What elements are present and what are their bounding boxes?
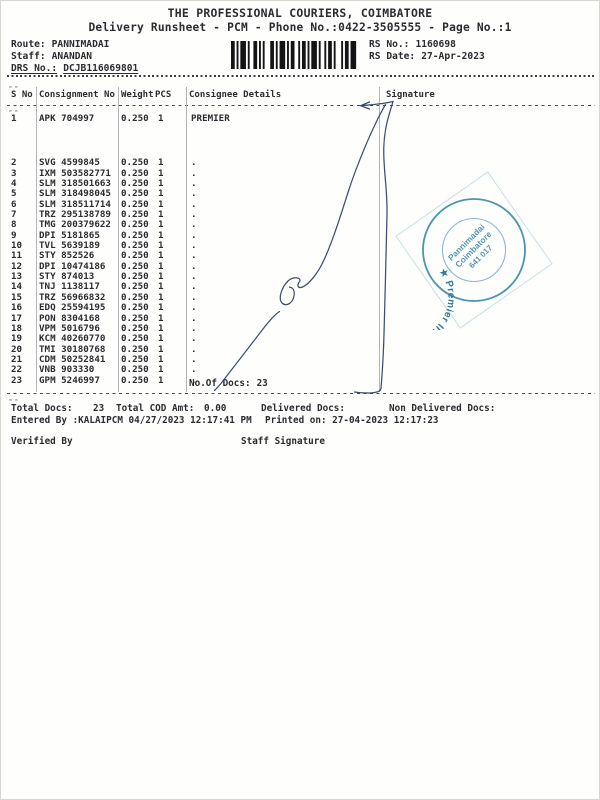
scan-artifact: -- (8, 82, 20, 91)
col-header-sno: S No (11, 90, 33, 100)
rs-no-value: 1160698 (415, 39, 456, 50)
route-value: PANNIMADAI (51, 39, 110, 50)
drs-value: DCJB116069801 (63, 63, 139, 74)
company-stamp: ★ Premier Irrigation Adritec P Ltd. Pann… (394, 171, 553, 330)
col-header-consignee: Consignee Details (189, 90, 282, 100)
stamp-inner-ring (441, 217, 507, 283)
company-title: THE PROFESSIONAL COURIERS, COIMBATORE (167, 6, 433, 20)
total-docs-value: 23 (93, 403, 105, 414)
table-row: 4 SLM 318501663 0.250 1. (11, 178, 197, 190)
table-row: 7 TRZ 295138789 0.250 1. (11, 209, 197, 221)
scan-artifact: -- (8, 106, 20, 115)
table-row: 18 VPM 5016796 0.250 1. (11, 322, 197, 334)
table-row: 15 TRZ 56966832 0.250 1. (11, 291, 197, 303)
delivered-docs-label: Delivered Docs: (261, 403, 345, 414)
total-cod-label: Total COD Amt: (116, 403, 195, 414)
table-row: 16 EDQ 25594195 0.250 1. (11, 302, 197, 314)
entered-by-line: Entered By :KALAIPCM 04/27/2023 12:17:41… (11, 415, 252, 426)
non-delivered-docs-label: Non Delivered Docs: (389, 403, 496, 414)
staff-value: ANANDAN (51, 51, 93, 62)
table-header-separator (7, 104, 595, 106)
staff-signature-label: Staff Signature (241, 436, 325, 447)
staff-label: Staff: (11, 51, 46, 62)
table-row: 22 VNB 903330 0.250 1. (11, 364, 197, 376)
table-row: 19 KCM 40260770 0.250 1. (11, 333, 197, 345)
drs-line: DRS No.: DCJB116069801 (11, 63, 138, 74)
no-of-docs-label: No.Of Docs: (189, 378, 251, 389)
col-header-weight: Weight (121, 90, 154, 100)
table-row: 12 DPI 10474186 0.250 1. (11, 260, 197, 272)
table-row: 3 IXM 503582771 0.250 1. (11, 167, 197, 179)
drs-label: DRS No.: (11, 63, 58, 74)
route-line: Route: PANNIMADAI (11, 39, 109, 50)
table-rows: 1 APK 704997 0.250 1 PREMIER 2 SVG 4599845 0.25… (1, 113, 599, 386)
column-divider (35, 87, 37, 392)
table-row: 5 SLM 318498045 0.250 1. (11, 188, 197, 200)
column-divider (117, 87, 119, 392)
table-row: 17 PON 8304168 0.250 1. (11, 312, 197, 324)
stamp-ring-text: ★ Premier Irrigation Adritec P Ltd. (394, 266, 456, 330)
table-row: 23 GPM 5246997 0.250 1. (11, 374, 197, 386)
stamp-outer-ring (422, 198, 526, 302)
barcode (231, 41, 357, 69)
no-of-docs-value: 23 (256, 378, 268, 389)
rs-date-label: RS Date: (369, 51, 416, 62)
table-bottom-separator (7, 393, 595, 395)
col-header-consignment: Consignment No (39, 90, 115, 100)
document-subtitle: Delivery Runsheet - PCM - Phone No.:0422… (88, 21, 512, 34)
table-row: 9 DPI 5181865 0.250 1. (11, 229, 197, 241)
route-label: Route: (11, 39, 46, 50)
col-header-pcs: PCS (155, 90, 172, 100)
table-row: 14 TNJ 1138117 0.250 1. (11, 281, 197, 293)
table-row: 8 TMG 200379622 0.250 1. (11, 219, 197, 231)
table-row: 2 SVG 4599845 0.250 1. (11, 157, 197, 169)
header-separator-dotted (7, 75, 595, 77)
col-header-signature: Signature (386, 90, 435, 100)
rs-no-line: RS No.: 1160698 (369, 39, 456, 50)
no-of-docs-line: No.Of Docs: 23 (189, 378, 268, 389)
printed-on-line: Printed on: 27-04-2023 12:17:23 (265, 415, 439, 426)
scan-artifact: -- (8, 395, 20, 404)
table-row: 21 CDM 50252841 0.250 1. (11, 353, 197, 365)
staff-line: Staff: ANANDAN (11, 51, 92, 62)
column-divider (185, 87, 187, 392)
svg-text:★ Premier Irrigation Adritec P: ★ Premier Irrigation Adritec P Ltd. (394, 266, 457, 330)
table-row: 10 TVL 5639189 0.250 1. (11, 240, 197, 252)
table-row: 6 SLM 318511714 0.250 1. (11, 198, 197, 210)
table-row: 20 TMI 30180768 0.250 1. (11, 343, 197, 355)
table-row: 13 STY 874013 0.250 1. (11, 271, 197, 283)
table-row: 11 STY 852526 0.250 1. (11, 250, 197, 262)
rs-date-line: RS Date: 27-Apr-2023 (369, 51, 485, 62)
stamp-edge-square (395, 171, 553, 329)
total-cod-value: 0.00 (204, 403, 227, 414)
rs-no-label: RS No.: (369, 39, 410, 50)
rs-date-value: 27-Apr-2023 (421, 51, 485, 62)
verified-by-label: Verified By (11, 436, 73, 447)
total-docs-label: Total Docs: (11, 403, 73, 414)
table-row: 1 APK 704997 0.250 1 PREMIER (11, 113, 230, 124)
